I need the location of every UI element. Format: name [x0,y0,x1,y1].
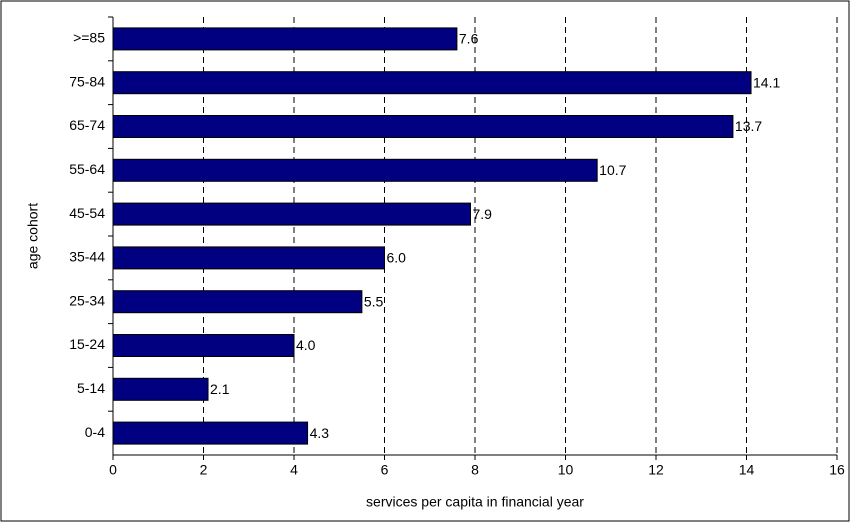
y-tick-label: 15-24 [69,336,105,352]
y-tick-label: 55-64 [69,161,105,177]
value-label: 5.5 [364,293,384,309]
bar [112,290,363,314]
x-tick-label: 2 [200,462,208,478]
y-tick-label: 25-34 [69,292,105,308]
y-tick-label: 75-84 [69,73,105,89]
value-label: 4.0 [296,337,316,353]
bar [112,158,598,182]
y-tick-label: >=85 [73,30,105,46]
value-label: 7.6 [459,31,479,47]
value-label: 6.0 [387,250,407,266]
x-tick-label: 10 [558,462,574,478]
y-tick-label: 35-44 [69,249,105,265]
x-tick-label: 4 [290,462,298,478]
x-tick-label: 14 [739,462,755,478]
bar [112,334,295,357]
bar [112,202,471,226]
bar [112,27,458,51]
y-axis-title: age cohort [25,203,41,269]
value-label: 4.3 [310,425,330,441]
bar [112,71,752,95]
y-tick-label: 45-54 [69,205,105,221]
x-tick-label: 16 [829,462,845,478]
bar [112,115,734,138]
bar [112,377,209,401]
value-label: 10.7 [599,162,626,178]
value-label: 13.7 [735,118,762,134]
x-axis-title: services per capita in financial year [366,494,584,510]
bar [112,246,385,270]
x-tick-label: 6 [381,462,389,478]
x-tick-label: 12 [648,462,664,478]
bar [112,421,309,445]
value-label: 7.9 [472,206,492,222]
value-label: 2.1 [210,381,230,397]
x-tick-label: 8 [471,462,479,478]
y-tick-label: 5-14 [77,380,105,396]
value-label: 14.1 [753,74,780,90]
y-tick-label: 65-74 [69,117,105,133]
y-tick-label: 0-4 [85,424,105,440]
x-tick-label: 0 [109,462,117,478]
